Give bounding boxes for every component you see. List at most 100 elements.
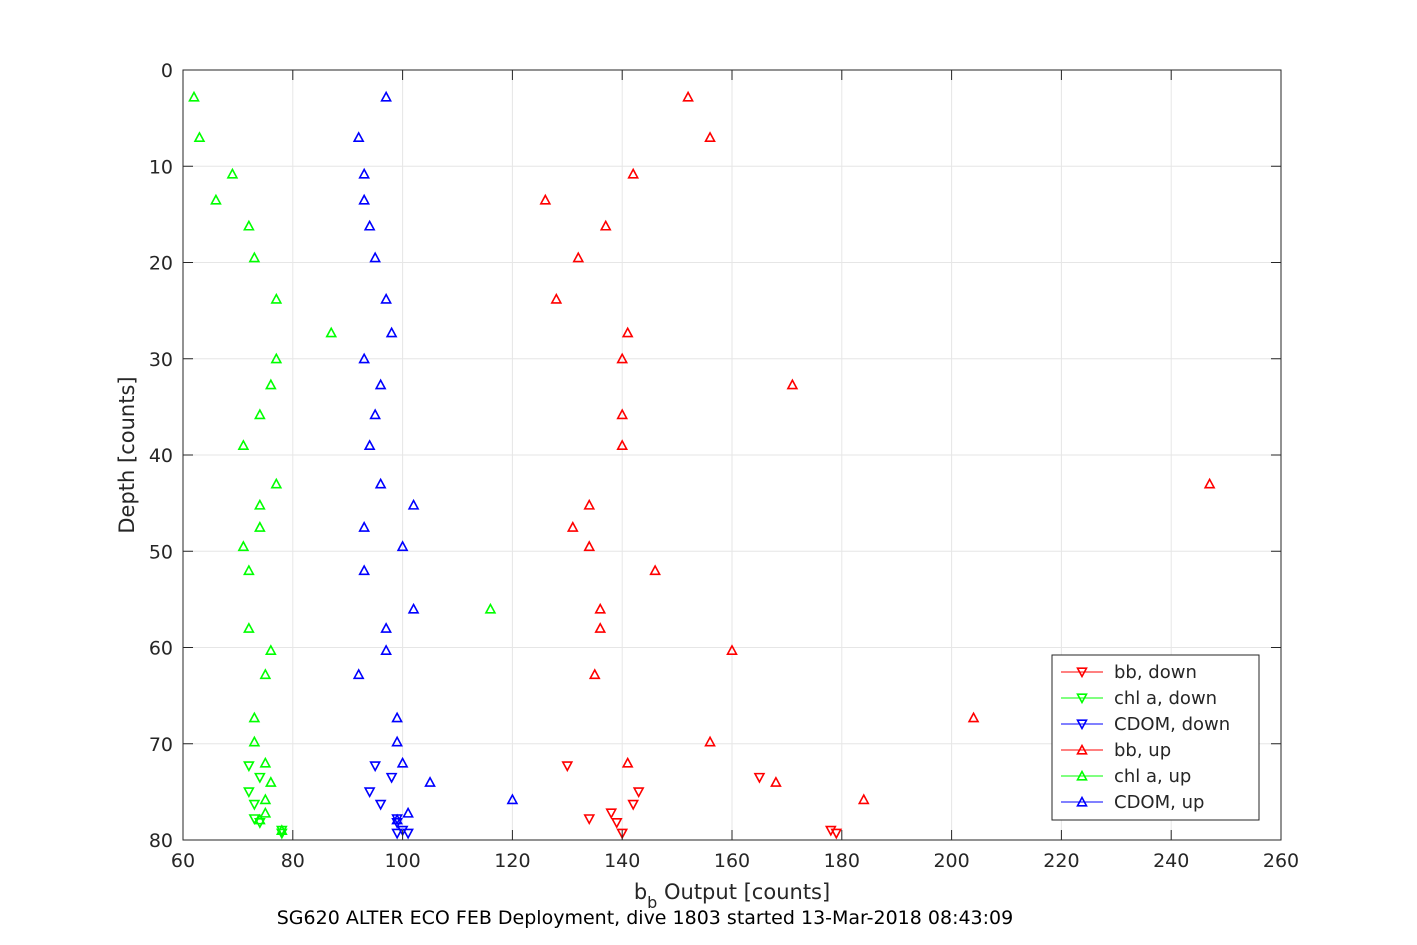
series-4-point-18 [243,622,255,633]
series-5-point-16 [358,564,371,576]
series-5-point-19 [380,644,392,656]
series-4-point-27 [254,813,266,825]
y-tick-label-8: 80 [149,830,173,852]
tick-labels: 60 80 100 120 140 160 180 200 220 240 260010203040… [149,60,1299,872]
series-1-point-0 [243,761,255,773]
x-tick-label-9: 240 [1153,850,1189,872]
legend-marker-1 [1076,693,1088,705]
series-4-point-16 [243,564,255,576]
series-4-point-19 [264,644,277,656]
series-3-point-11 [616,439,629,451]
series-5-point-4 [363,219,376,231]
series-5-point-6 [380,292,392,304]
series-5-point-24 [424,776,436,787]
legend-label-5: CDOM, up [1114,792,1204,813]
y-tick-label-4: 40 [149,445,173,467]
series-3-point-16 [649,564,661,576]
series-5 [352,90,519,825]
series-2-point-0 [369,761,381,773]
series-4 [188,90,497,836]
y-tick-label-0: 0 [161,60,173,82]
legend-label-2: CDOM, down [1114,714,1230,735]
series-5-point-11 [363,439,376,451]
series-4-point-26 [259,806,272,818]
series-3 [539,90,1216,805]
series-3-point-20 [588,668,601,680]
series-1-point-1 [243,787,255,799]
series-3-point-6 [550,292,563,304]
series-3-point-0 [682,90,694,102]
series-5-point-26 [402,806,414,818]
series-3-point-1 [704,131,716,142]
series-0-point-3 [610,818,623,829]
series-5-point-21 [391,711,403,723]
series-0-point-2 [605,808,618,820]
series-0-point-6 [632,787,645,799]
legend-marker-2 [1076,719,1088,731]
chart-caption: SG620 ALTER ECO FEB Deployment, dive 180… [277,907,1013,929]
series-3-point-24 [770,776,782,787]
series-4-point-22 [248,735,261,747]
series-4-point-2 [226,167,239,179]
series-2-point-1 [385,772,398,784]
series-0-point-0 [561,761,574,773]
series-0-point-4 [616,828,629,840]
series-4-point-25 [259,793,272,805]
series-0-point-1 [583,814,596,826]
legend-marker-3 [1076,743,1088,755]
series-0-point-5 [627,799,640,811]
series-5-point-13 [407,498,420,510]
series-0-point-7 [753,772,766,784]
series-4-point-8 [270,352,283,364]
series-4-point-12 [270,477,283,489]
series-3-point-17 [594,602,607,614]
series-2-point-2 [363,787,376,799]
x-axis-label-main: b [634,880,647,904]
series-3-point-14 [566,521,579,532]
legend-label-1: chl a, down [1114,688,1217,709]
series-3-point-10 [616,408,629,420]
x-axis-label-rest: Output [counts] [657,880,830,904]
series-0 [561,761,843,840]
series-3-point-9 [786,378,799,390]
y-tick-label-1: 10 [149,156,173,178]
x-tick-label-0: 60 [171,850,195,872]
series-4-point-20 [259,668,272,680]
series-5-point-1 [352,131,365,142]
series-4-point-1 [193,131,206,142]
series-4-point-28 [275,824,288,836]
series-4-point-15 [237,540,250,552]
series-3-point-19 [726,644,738,656]
y-tick-label-3: 30 [149,349,173,371]
series-4-point-3 [210,193,222,205]
y-tick-label-5: 50 [149,541,173,563]
series-3-point-4 [599,219,612,231]
series-3-point-7 [621,326,634,338]
series-5-point-22 [391,735,403,747]
series-4-point-10 [254,408,266,420]
series-5-point-12 [374,477,387,489]
legend-label-3: bb, up [1114,740,1171,761]
legend-label-0: bb, down [1114,662,1197,683]
series-5-point-20 [352,668,365,680]
series-3-point-21 [967,711,980,723]
y-axis-label: Depth [counts] [115,376,139,533]
series-5-point-9 [374,378,387,390]
series-4-point-0 [188,90,200,102]
legend-label-4: chl a, up [1114,766,1191,787]
series-4-point-9 [264,378,277,390]
x-tick-label-2: 100 [384,850,420,872]
x-tick-label-6: 180 [824,850,860,872]
series-5-point-5 [369,251,381,263]
series-5-point-15 [396,540,409,552]
series-5-point-2 [358,167,371,179]
series-5-point-10 [369,408,381,420]
series-5-point-23 [396,756,409,768]
series-1-point-2 [248,799,261,811]
series-5-point-27 [391,813,403,825]
series-0-point-9 [830,828,843,840]
data-markers [188,90,1216,840]
series-3-point-3 [539,193,552,205]
y-tick-label-7: 70 [149,734,173,756]
y-tick-label-6: 60 [149,638,173,660]
